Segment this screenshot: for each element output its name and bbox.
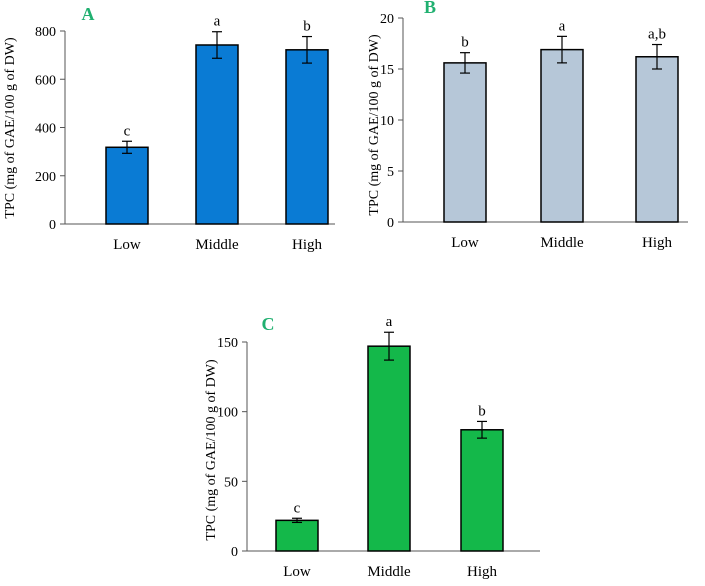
x-tick-label: Middle: [367, 564, 411, 580]
y-tick-label: 600: [35, 73, 56, 88]
significance-label: a: [559, 18, 566, 34]
x-tick-label: Middle: [540, 235, 584, 251]
x-tick-label: Low: [283, 564, 311, 580]
y-axis-label: TPC (mg of GAE/100 g of DW): [204, 359, 219, 541]
panel-letter: A: [82, 4, 95, 24]
y-tick-label: 20: [380, 12, 394, 27]
y-tick-label: 400: [35, 122, 56, 137]
x-tick-label: High: [467, 564, 498, 580]
significance-label: b: [303, 19, 311, 35]
bar: [443, 62, 487, 223]
bar: [195, 44, 239, 225]
bar: [367, 345, 411, 552]
bar: [275, 519, 319, 552]
y-tick-label: 100: [217, 406, 238, 421]
x-tick-label: Low: [113, 237, 141, 253]
y-tick-label: 50: [224, 475, 238, 490]
y-tick-label: 800: [35, 25, 56, 40]
bar: [540, 48, 584, 223]
panel-letter: C: [262, 314, 275, 334]
y-tick-label: 0: [231, 545, 238, 560]
y-tick-label: 10: [380, 114, 394, 129]
x-tick-label: High: [292, 237, 323, 253]
y-axis-label: TPC (mg of GAE/100 g of DW): [367, 34, 382, 216]
significance-label: c: [294, 500, 301, 516]
significance-label: a,b: [648, 27, 666, 43]
x-tick-label: Middle: [195, 237, 239, 253]
significance-label: b: [461, 35, 469, 51]
bar: [285, 49, 329, 225]
significance-label: a: [386, 314, 393, 330]
chart-c: C TPC (mg of GAE/100 g of DW) 0 50 100 150 c Lo…: [204, 314, 540, 580]
y-tick-label: 150: [217, 336, 238, 351]
y-tick-label: 0: [387, 216, 394, 231]
y-tick-label: 0: [49, 218, 56, 233]
significance-label: b: [478, 403, 486, 419]
chart-a: A TPC (mg of GAE/100 g of DW) 0 200 400 600 80…: [3, 4, 335, 253]
y-tick-label: 5: [387, 165, 394, 180]
y-axis-label: TPC (mg of GAE/100 g of DW): [3, 37, 18, 219]
bar: [635, 56, 679, 223]
significance-label: a: [214, 14, 221, 30]
significance-label: c: [124, 123, 131, 139]
panel-letter: B: [424, 0, 436, 17]
y-tick-label: 200: [35, 170, 56, 185]
y-tick-label: 15: [380, 63, 394, 78]
chart-b: B TPC (mg of GAE/100 g of DW) 0 5 10 15 20 b Low…: [367, 0, 688, 251]
x-tick-label: Low: [451, 235, 479, 251]
bar: [460, 429, 504, 552]
bar: [105, 146, 149, 225]
x-tick-label: High: [642, 235, 673, 251]
